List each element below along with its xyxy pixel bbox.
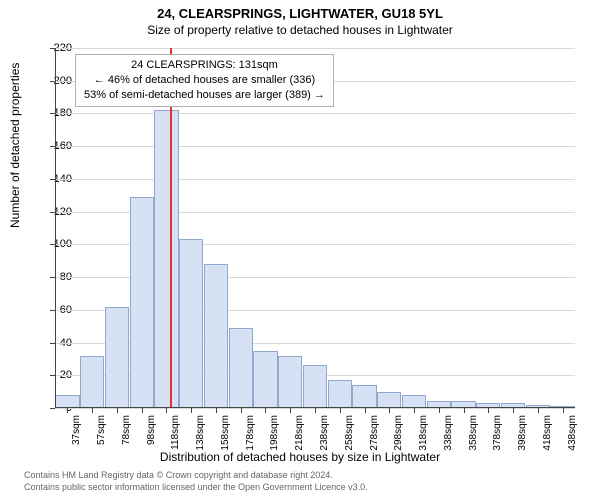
- y-axis-label: Number of detached properties: [8, 63, 22, 228]
- x-tick: [538, 408, 539, 413]
- x-tick-label: 238sqm: [319, 415, 330, 455]
- x-tick: [191, 408, 192, 413]
- attribution: Contains HM Land Registry data © Crown c…: [24, 470, 368, 493]
- x-tick: [216, 408, 217, 413]
- x-tick-label: 138sqm: [195, 415, 206, 455]
- x-tick: [488, 408, 489, 413]
- x-tick: [365, 408, 366, 413]
- callout-line2: ← 46% of detached houses are smaller (33…: [84, 73, 325, 88]
- x-tick: [389, 408, 390, 413]
- x-tick-label: 78sqm: [121, 415, 132, 455]
- histogram-bar: [204, 264, 228, 408]
- gridline: [55, 113, 575, 114]
- x-tick-label: 98sqm: [146, 415, 157, 455]
- attribution-line1: Contains HM Land Registry data © Crown c…: [24, 470, 368, 482]
- histogram-bar: [130, 197, 154, 408]
- page-subtitle: Size of property relative to detached ho…: [0, 21, 600, 37]
- x-tick-label: 57sqm: [96, 415, 107, 455]
- x-tick-label: 158sqm: [220, 415, 231, 455]
- x-axis-label: Distribution of detached houses by size …: [0, 450, 600, 464]
- x-tick-label: 338sqm: [443, 415, 454, 455]
- x-tick: [166, 408, 167, 413]
- x-tick-label: 438sqm: [567, 415, 578, 455]
- x-tick: [414, 408, 415, 413]
- x-tick-label: 37sqm: [71, 415, 82, 455]
- x-tick-label: 398sqm: [517, 415, 528, 455]
- x-tick: [513, 408, 514, 413]
- x-tick-label: 418sqm: [542, 415, 553, 455]
- x-tick-label: 318sqm: [418, 415, 429, 455]
- x-tick-label: 178sqm: [245, 415, 256, 455]
- x-tick: [265, 408, 266, 413]
- histogram-bar: [229, 328, 253, 408]
- x-tick: [563, 408, 564, 413]
- x-tick-label: 118sqm: [170, 415, 181, 455]
- x-tick: [67, 408, 68, 413]
- histogram-bar: [80, 356, 104, 408]
- x-tick: [315, 408, 316, 413]
- x-tick: [142, 408, 143, 413]
- histogram-bar: [105, 307, 129, 408]
- histogram-bar: [328, 380, 352, 408]
- x-tick-label: 358sqm: [468, 415, 479, 455]
- x-tick: [464, 408, 465, 413]
- callout-line1: 24 CLEARSPRINGS: 131sqm: [84, 58, 325, 73]
- x-tick-label: 278sqm: [369, 415, 380, 455]
- histogram-bar: [377, 392, 401, 408]
- x-tick-label: 258sqm: [344, 415, 355, 455]
- histogram-bar: [303, 365, 327, 408]
- histogram-bar: [154, 110, 178, 408]
- x-tick: [92, 408, 93, 413]
- gridline: [55, 48, 575, 49]
- property-callout: 24 CLEARSPRINGS: 131sqm ← 46% of detache…: [75, 54, 334, 107]
- x-tick: [290, 408, 291, 413]
- histogram-bar: [278, 356, 302, 408]
- gridline: [55, 146, 575, 147]
- y-axis: [55, 48, 56, 408]
- gridline: [55, 179, 575, 180]
- x-tick-label: 378sqm: [492, 415, 503, 455]
- x-tick: [340, 408, 341, 413]
- histogram-bar: [179, 239, 203, 408]
- callout-line3: 53% of semi-detached houses are larger (…: [84, 88, 325, 103]
- x-tick: [241, 408, 242, 413]
- histogram-bar: [253, 351, 277, 408]
- x-tick: [117, 408, 118, 413]
- x-tick-label: 218sqm: [294, 415, 305, 455]
- histogram-bar: [352, 385, 376, 408]
- x-tick-label: 198sqm: [269, 415, 280, 455]
- x-tick-label: 298sqm: [393, 415, 404, 455]
- page-title: 24, CLEARSPRINGS, LIGHTWATER, GU18 5YL: [0, 0, 600, 21]
- attribution-line2: Contains public sector information licen…: [24, 482, 368, 494]
- x-tick: [439, 408, 440, 413]
